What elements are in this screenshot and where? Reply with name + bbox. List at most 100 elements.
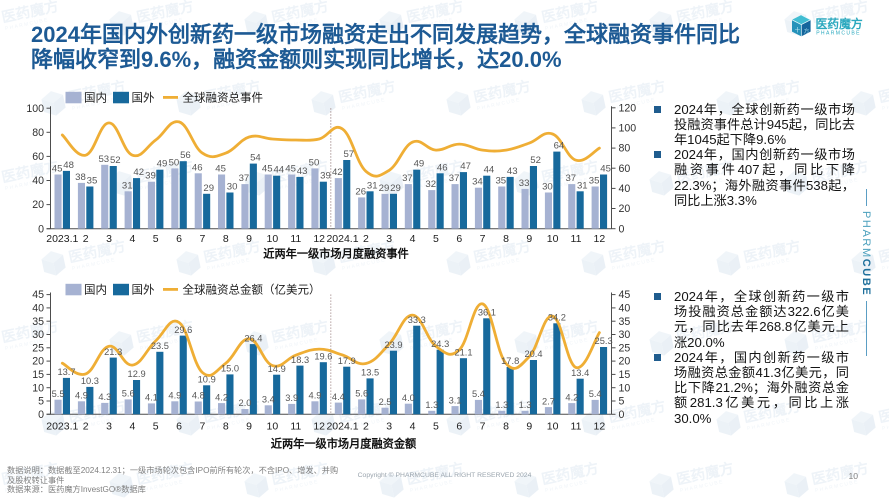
svg-text:国内: 国内	[84, 91, 107, 105]
svg-text:35: 35	[495, 176, 506, 187]
svg-text:23.5: 23.5	[151, 341, 169, 351]
svg-text:30: 30	[227, 182, 238, 193]
svg-text:1.3: 1.3	[425, 400, 438, 410]
svg-text:7: 7	[480, 420, 486, 432]
svg-text:46: 46	[437, 162, 448, 173]
svg-text:2: 2	[363, 420, 369, 432]
svg-text:0: 0	[619, 223, 625, 235]
svg-text:2023.1: 2023.1	[46, 233, 78, 245]
svg-text:3.9: 3.9	[285, 393, 298, 403]
svg-text:13.4: 13.4	[571, 368, 589, 378]
svg-text:53: 53	[98, 154, 109, 165]
svg-text:24.3: 24.3	[431, 339, 449, 349]
svg-text:45: 45	[52, 164, 63, 175]
svg-text:10: 10	[267, 233, 279, 245]
svg-text:3.1: 3.1	[449, 395, 462, 405]
svg-text:0: 0	[38, 409, 44, 421]
svg-text:21.3: 21.3	[104, 347, 122, 357]
svg-text:近两年一级市场月度融资事件: 近两年一级市场月度融资事件	[263, 246, 408, 260]
svg-text:4: 4	[410, 233, 416, 245]
svg-text:11: 11	[571, 420, 582, 432]
svg-text:43: 43	[507, 166, 518, 177]
svg-text:52: 52	[530, 155, 541, 166]
svg-text:5.6: 5.6	[355, 389, 368, 399]
svg-text:医药魔方: 医药魔方	[816, 17, 863, 31]
svg-text:25: 25	[32, 342, 44, 354]
svg-text:2: 2	[83, 233, 89, 245]
svg-text:10.9: 10.9	[198, 375, 216, 385]
svg-text:10: 10	[547, 233, 559, 245]
svg-text:49: 49	[414, 159, 425, 170]
svg-text:5: 5	[153, 420, 159, 432]
svg-text:方: 方	[804, 27, 810, 35]
svg-text:40: 40	[32, 175, 44, 187]
svg-text:10: 10	[619, 382, 631, 394]
svg-text:40: 40	[32, 303, 44, 315]
svg-text:2024.1: 2024.1	[326, 233, 358, 245]
svg-text:11: 11	[290, 233, 301, 245]
svg-text:20: 20	[619, 203, 631, 215]
svg-text:35: 35	[619, 316, 631, 328]
svg-text:6: 6	[176, 420, 182, 432]
svg-text:10: 10	[32, 382, 44, 394]
svg-text:全球融资总事件: 全球融资总事件	[183, 91, 264, 105]
svg-text:60: 60	[32, 151, 44, 163]
svg-text:5: 5	[38, 396, 44, 408]
svg-text:50: 50	[169, 157, 180, 168]
svg-text:10.3: 10.3	[81, 376, 99, 386]
svg-text:31: 31	[122, 180, 133, 191]
svg-text:1.3: 1.3	[519, 400, 532, 410]
svg-text:8: 8	[503, 233, 509, 245]
svg-text:37: 37	[239, 173, 250, 184]
svg-text:9: 9	[526, 420, 532, 432]
svg-text:46: 46	[192, 162, 203, 173]
svg-text:5: 5	[619, 396, 625, 408]
svg-text:14.9: 14.9	[268, 364, 286, 374]
svg-text:4.9: 4.9	[168, 391, 181, 401]
svg-text:15.0: 15.0	[221, 364, 239, 374]
svg-text:80: 80	[619, 143, 631, 155]
svg-text:45: 45	[262, 164, 273, 175]
svg-text:38: 38	[75, 172, 86, 183]
svg-text:4.3: 4.3	[98, 392, 111, 402]
svg-text:近两年一级市场月度融资金额: 近两年一级市场月度融资金额	[271, 436, 417, 450]
svg-text:29: 29	[379, 183, 390, 194]
svg-text:35: 35	[589, 176, 600, 187]
svg-text:120: 120	[619, 102, 637, 114]
svg-text:9: 9	[526, 233, 532, 245]
svg-text:4.1: 4.1	[145, 393, 158, 403]
svg-text:8: 8	[223, 233, 229, 245]
svg-text:25: 25	[619, 342, 631, 354]
svg-text:37: 37	[449, 173, 460, 184]
svg-text:4.4: 4.4	[332, 392, 345, 402]
svg-text:8: 8	[223, 420, 229, 432]
svg-text:国内: 国内	[84, 283, 107, 297]
svg-text:PHARMCUBE: PHARMCUBE	[816, 30, 861, 36]
svg-text:33: 33	[519, 178, 530, 189]
svg-text:47: 47	[460, 161, 471, 172]
svg-text:2.5: 2.5	[379, 397, 392, 407]
svg-text:60: 60	[619, 163, 631, 175]
svg-text:7: 7	[199, 233, 205, 245]
svg-text:12: 12	[313, 233, 325, 245]
svg-text:4: 4	[129, 420, 135, 432]
svg-text:20: 20	[32, 356, 44, 368]
svg-text:29: 29	[203, 183, 214, 194]
svg-text:2: 2	[363, 233, 369, 245]
svg-text:45: 45	[619, 289, 631, 301]
svg-text:2.7: 2.7	[542, 396, 555, 406]
svg-text:21.1: 21.1	[454, 347, 472, 357]
svg-text:6: 6	[176, 233, 182, 245]
svg-text:3: 3	[106, 233, 112, 245]
svg-text:11: 11	[290, 420, 301, 432]
svg-text:15: 15	[619, 369, 631, 381]
svg-text:31: 31	[367, 180, 378, 191]
svg-text:44: 44	[484, 165, 495, 176]
svg-text:39: 39	[320, 171, 331, 182]
svg-text:7: 7	[199, 420, 205, 432]
svg-text:45: 45	[215, 164, 226, 175]
svg-text:5.4: 5.4	[472, 389, 485, 399]
svg-text:100: 100	[619, 123, 637, 135]
svg-text:国外: 国外	[132, 92, 155, 105]
svg-text:56: 56	[180, 150, 191, 161]
